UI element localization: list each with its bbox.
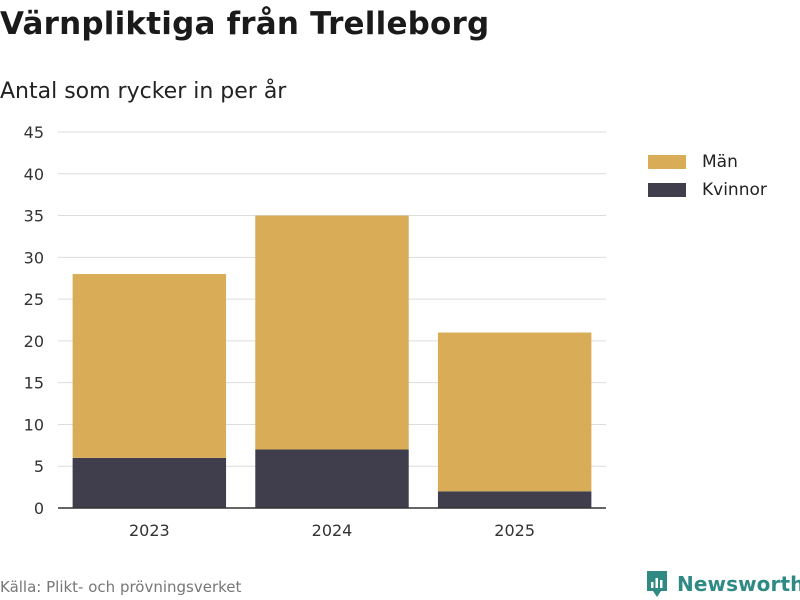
x-tick-label-2024: 2024 — [312, 521, 353, 540]
bar-men-2023 — [72, 274, 227, 458]
bar-women-2025 — [437, 491, 592, 508]
legend-swatch-men — [648, 155, 686, 169]
y-tick-label-25: 25 — [24, 290, 44, 309]
x-tick-label-2023: 2023 — [129, 521, 170, 540]
y-tick-label-15: 15 — [24, 374, 44, 393]
legend: Män Kvinnor — [648, 148, 767, 204]
chart-title: Värnpliktiga från Trelleborg — [0, 6, 490, 42]
legend-label-men: Män — [702, 152, 738, 172]
bar-women-2024 — [255, 449, 409, 508]
y-tick-label-0: 0 — [34, 499, 44, 518]
bar-men-2025 — [437, 332, 592, 492]
brand-logo: Newsworthy — [645, 569, 800, 599]
bar-women-2023 — [72, 457, 227, 508]
y-tick-label-5: 5 — [34, 457, 44, 476]
y-tick-label-35: 35 — [24, 207, 44, 226]
y-tick-label-30: 30 — [24, 248, 44, 267]
y-tick-label-10: 10 — [24, 415, 44, 434]
chart-subtitle: Antal som rycker in per år — [0, 79, 287, 104]
source-note: Källa: Plikt- och prövningsverket — [0, 578, 242, 596]
legend-item-men: Män — [648, 148, 767, 176]
bar-men-2024 — [255, 215, 409, 450]
brand-name: Newsworthy — [677, 572, 800, 596]
y-tick-label-20: 20 — [24, 332, 44, 351]
y-tick-label-40: 40 — [24, 165, 44, 184]
legend-label-women: Kvinnor — [702, 180, 767, 200]
y-tick-label-45: 45 — [24, 123, 44, 142]
legend-swatch-women — [648, 183, 686, 197]
legend-item-women: Kvinnor — [648, 176, 767, 204]
newsworthy-logo-icon — [647, 571, 667, 597]
x-tick-label-2025: 2025 — [494, 521, 535, 540]
